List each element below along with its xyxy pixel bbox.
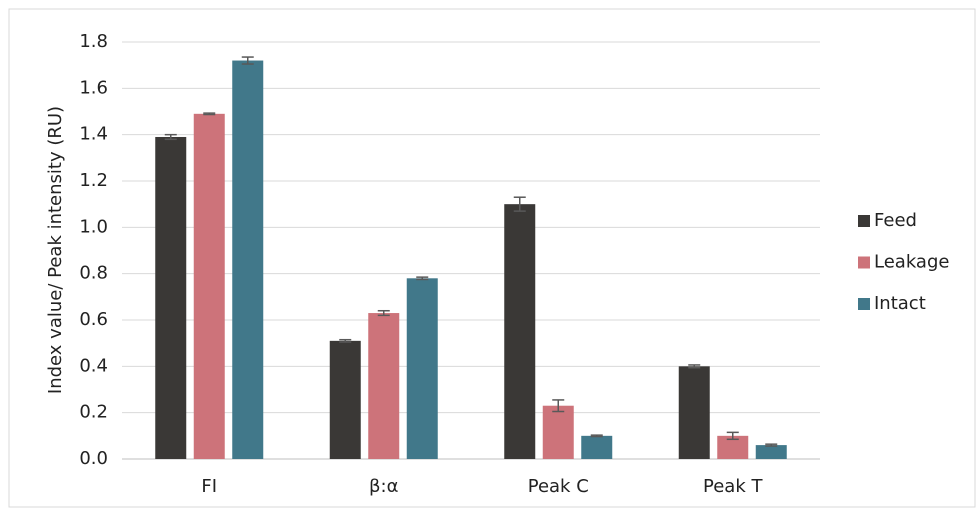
- x-tick-label: Peak C: [528, 476, 589, 497]
- bar: [542, 405, 574, 459]
- error-bar: [552, 399, 565, 413]
- y-tick-label: 0.8: [79, 263, 108, 284]
- error-bar: [513, 196, 526, 212]
- y-tick-label: 1.8: [79, 31, 108, 52]
- error-bar: [726, 431, 739, 441]
- y-tick-label: 1.6: [79, 77, 108, 98]
- legend-label: Intact: [874, 293, 926, 314]
- bar: [406, 278, 438, 459]
- error-bar: [765, 443, 778, 447]
- bar: [329, 340, 361, 459]
- y-tick-label: 1.2: [79, 170, 108, 191]
- bar: [155, 136, 187, 459]
- y-tick-label: 0.6: [79, 309, 108, 330]
- y-tick-label: 0.4: [79, 355, 108, 376]
- legend-label: Leakage: [874, 252, 949, 273]
- error-bar: [688, 364, 701, 369]
- error-bar: [377, 309, 390, 317]
- error-bar: [241, 56, 254, 65]
- bar: [678, 366, 710, 459]
- y-tick-label: 1.0: [79, 216, 108, 237]
- bar: [717, 435, 749, 459]
- y-tick-label: 0.0: [79, 448, 108, 469]
- error-bar: [339, 338, 352, 343]
- bar: [193, 113, 225, 460]
- error-bar: [590, 434, 603, 438]
- y-axis-label: Index value/ Peak intensity (RU): [45, 106, 66, 394]
- x-tick-label: FI: [201, 476, 217, 497]
- x-tick-label: Peak T: [703, 476, 763, 497]
- bar: [755, 445, 787, 459]
- error-bar: [416, 276, 429, 281]
- chart-frame: [8, 8, 976, 508]
- y-tick-label: 0.2: [79, 402, 108, 423]
- bar: [581, 435, 613, 459]
- legend-swatch: [858, 215, 870, 227]
- x-tick-label: β:α: [369, 476, 398, 497]
- legend-swatch: [858, 298, 870, 310]
- error-bar: [164, 133, 177, 141]
- error-bar: [203, 112, 216, 116]
- bar: [368, 313, 400, 459]
- bar: [232, 60, 264, 460]
- legend-label: Feed: [874, 210, 917, 231]
- legend-swatch: [858, 256, 870, 269]
- bar: [504, 204, 536, 459]
- y-tick-label: 1.4: [79, 124, 108, 145]
